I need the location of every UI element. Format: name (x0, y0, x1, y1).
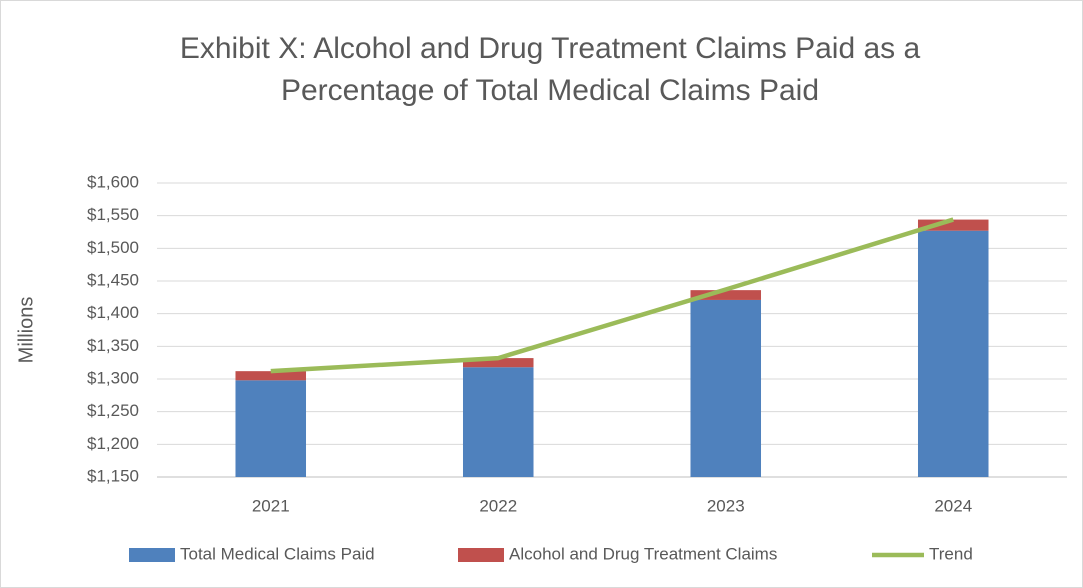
y-tick-label: $1,200 (87, 434, 139, 453)
y-tick-label: $1,250 (87, 401, 139, 420)
x-tick-label: 2023 (707, 496, 745, 515)
bar (917, 230, 989, 477)
legend-label: Total Medical Claims Paid (180, 544, 375, 563)
bar (690, 290, 762, 300)
y-tick-label: $1,550 (87, 205, 139, 224)
bar (235, 371, 307, 381)
chart-title: Percentage of Total Medical Claims Paid (281, 74, 819, 107)
y-tick-label: $1,450 (87, 270, 139, 289)
x-tick-label: 2024 (934, 496, 972, 515)
y-tick-label: $1,150 (87, 466, 139, 485)
x-tick-label: 2022 (479, 496, 517, 515)
x-tick-label: 2021 (252, 496, 290, 515)
bar (235, 380, 307, 477)
y-tick-label: $1,600 (87, 172, 139, 191)
chart-title: Exhibit X: Alcohol and Drug Treatment Cl… (180, 32, 921, 65)
bar (462, 358, 534, 368)
y-tick-label: $1,300 (87, 368, 139, 387)
legend-swatch (458, 548, 504, 562)
bar (690, 299, 762, 477)
legend-label: Trend (929, 544, 973, 563)
bar (462, 367, 534, 477)
y-tick-label: $1,400 (87, 303, 139, 322)
y-tick-label: $1,500 (87, 238, 139, 257)
y-axis-label: Millions (15, 297, 37, 364)
bar (917, 219, 989, 231)
y-tick-label: $1,350 (87, 336, 139, 355)
trend-line (270, 217, 954, 374)
legend-swatch (129, 548, 175, 562)
legend-label: Alcohol and Drug Treatment Claims (509, 544, 777, 563)
